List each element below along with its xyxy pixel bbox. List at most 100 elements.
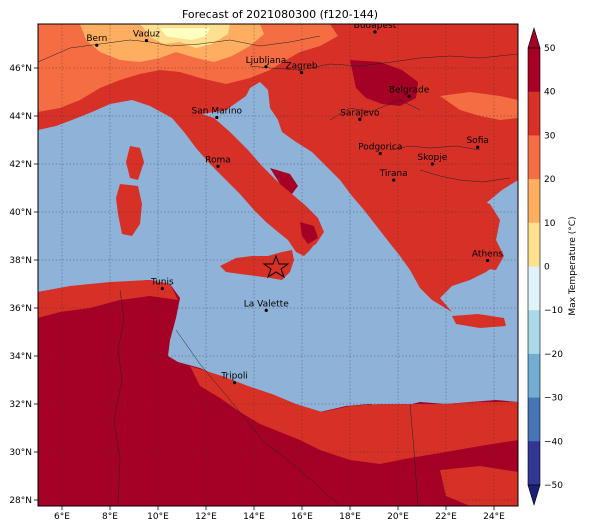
lon-tick-label: 8°E: [102, 512, 118, 522]
lat-tick-label: 30°N: [9, 448, 32, 458]
city-label: Skopje: [417, 153, 447, 163]
city-dot: [232, 381, 237, 385]
lat-tick-label: 40°N: [9, 208, 32, 218]
colorbar-tick-label: 50: [544, 44, 556, 54]
sardinia-land: [116, 184, 142, 236]
map-frame: [37, 23, 519, 507]
city-dot: [373, 30, 377, 34]
colorbar-segment: [528, 266, 540, 311]
city-label: Athens: [472, 249, 503, 259]
city-dot: [160, 286, 164, 291]
colorbar-tick-label: 40: [544, 88, 556, 98]
colorbar: 50 40 30 20 10 0 −10 −20 −30 −40 −50: [527, 26, 563, 507]
colorbar-segment: [528, 91, 540, 136]
city-dot: [95, 43, 99, 47]
colorbar-tick-label: 10: [544, 219, 556, 229]
city-label: Tripoli: [220, 372, 248, 382]
city-label: Zagreb: [285, 62, 317, 72]
city-dot: [264, 65, 268, 69]
colorbar-segment: [528, 179, 540, 224]
colorbar-segment: [528, 222, 540, 267]
pannonia-hot-zone: [350, 60, 418, 106]
lon-tick-label: 18°E: [339, 512, 361, 522]
lon-tick-label: 14°E: [243, 512, 265, 522]
libya-coast-warm: [190, 366, 518, 464]
colorbar-tick-label: −30: [544, 394, 563, 404]
map-gridlines: [38, 24, 518, 506]
city-label: Budapest: [354, 21, 397, 31]
italy-land: [172, 112, 324, 250]
city-dot: [378, 151, 382, 156]
city-dot: [358, 117, 362, 121]
city-dot: [485, 258, 490, 263]
colorbar-tick-label: −50: [544, 481, 563, 491]
city-label: Sofia: [466, 136, 488, 146]
italy-hot-spot: [270, 168, 298, 194]
balkan-warm-strip: [440, 92, 518, 120]
lon-tick-label: 6°E: [54, 512, 70, 522]
colorbar-tick-label: 30: [544, 131, 556, 141]
city-label: Roma: [205, 155, 231, 165]
city-label: Vaduz: [133, 30, 160, 40]
lon-tick-label: 20°E: [387, 512, 409, 522]
colorbar-tick-label: −40: [544, 437, 563, 447]
city-label: Podgorica: [358, 142, 402, 152]
lon-tick-label: 10°E: [147, 512, 169, 522]
alps-pale-zone: [160, 28, 210, 40]
city-dot: [392, 178, 396, 182]
colorbar-tick-label: −20: [544, 350, 563, 360]
colorbar-segment: [528, 310, 540, 355]
city-dot: [407, 94, 411, 98]
lat-tick-label: 38°N: [9, 256, 32, 266]
lon-tick-label: 24°E: [483, 512, 505, 522]
city-dot: [430, 162, 434, 166]
lon-tick-label: 16°E: [291, 512, 313, 522]
country-borders: [38, 35, 518, 506]
greece-land: [438, 196, 504, 270]
lat-tick-label: 36°N: [9, 304, 32, 314]
colorbar-tick-label: −10: [544, 306, 563, 316]
city-label: San Marino: [192, 106, 243, 116]
lat-tick-label: 44°N: [9, 112, 32, 122]
lat-tick-label: 42°N: [9, 160, 32, 170]
crete-land: [452, 314, 506, 328]
colorbar-tick-label: 0: [544, 263, 550, 273]
city-label: Ljubljana: [246, 56, 287, 66]
city-dot: [264, 308, 268, 312]
colorbar-segment: [528, 441, 540, 486]
city-dot: [144, 39, 149, 43]
colorbar-frame: [527, 47, 541, 486]
colorbar-extend-top: [527, 26, 541, 49]
colorbar-segment: [528, 48, 540, 93]
city-label: Tirana: [379, 169, 408, 179]
longitude-axis: 6°E 8°E 10°E 12°E 14°E 16°E 18°E 20°E 22°E 24°E: [54, 506, 505, 522]
colorbar-label: Max Temperature (°C): [568, 216, 578, 315]
lat-tick-label: 34°N: [9, 352, 32, 362]
colorbar-segment: [528, 397, 540, 442]
city-label: Belgrade: [389, 85, 430, 95]
sahara-warm-patch: [440, 466, 518, 506]
city-label: Sarajevo: [340, 108, 380, 118]
city-dot: [299, 70, 304, 75]
colorbar-segment: [528, 353, 540, 399]
city-dot: [476, 145, 480, 149]
city-dot: [215, 115, 219, 120]
lon-tick-label: 12°E: [195, 512, 217, 522]
map-title: Forecast of 2021080300 (f120-144): [182, 8, 378, 21]
colorbar-tick-label: 20: [544, 175, 556, 185]
lon-tick-label: 22°E: [435, 512, 457, 522]
colorbar-segment: [528, 135, 540, 180]
lat-tick-label: 32°N: [9, 400, 32, 410]
corsica-land: [126, 146, 144, 180]
latitude-axis: 28°N 30°N 32°N 34°N 36°N 38°N 40°N 42°N 44°N 46°N: [9, 64, 38, 506]
tunisia-coast-warm: [38, 280, 178, 318]
city-label: Tunis: [150, 278, 174, 288]
calabria-hot: [300, 222, 318, 244]
star-marker: [262, 254, 290, 279]
city-label: Bern: [86, 34, 107, 44]
lat-tick-label: 28°N: [9, 496, 32, 506]
city-dot: [216, 164, 220, 168]
